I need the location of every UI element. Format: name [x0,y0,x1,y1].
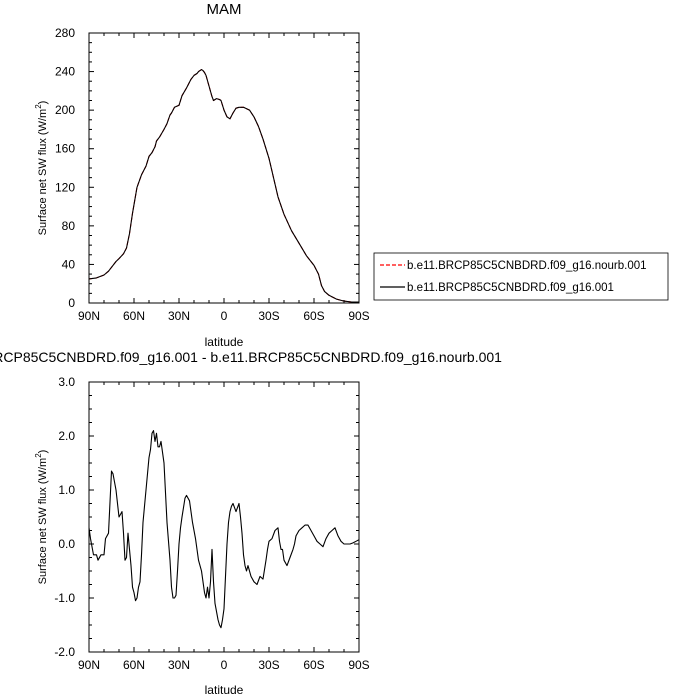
top-chart-y-tick-label: 0 [68,296,75,310]
legend-label-nourb: b.e11.BRCP85C5CNBDRD.f09_g16.nourb.001 [407,260,647,272]
bottom-chart-y-tick-label: 2.0 [58,429,75,443]
top-chart-y-tick-label: 80 [62,219,76,233]
bottom-chart-x-tick-label: 0 [221,658,228,672]
top-chart-x-tick-label: 0 [221,309,228,323]
top-chart-x-tick-label: 30S [258,309,279,323]
top-chart-x-tick-label: 60N [123,309,145,323]
bottom-chart-y-tick-label: 0.0 [58,537,75,551]
bottom-chart-x-tick-label: 60S [303,658,324,672]
bottom-chart-y-label-end: ) [37,450,49,454]
bottom-chart: b.e11.BRCP85C5CNBDRD.f09_g16.001 - b.e11… [0,349,502,697]
top-chart-y-label-sup: 2 [34,104,43,109]
top-chart-y-tick-label: 160 [55,142,75,156]
top-chart-x-tick-label: 60S [303,309,324,323]
top-chart-y-tick-label: 240 [55,65,75,79]
top-chart-x-tick-label: 30N [168,309,190,323]
bottom-chart-y-tick-label: 1.0 [58,483,75,497]
bottom-chart-y-tick-label: -1.0 [54,591,75,605]
bottom-chart-x-tick-label: 60N [123,658,145,672]
bottom-chart-x-tick-label: 30N [168,658,190,672]
bottom-chart-y-label: Surface net SW flux (W/m2) [34,450,49,585]
top-chart-y-label-end: ) [37,101,49,105]
bottom-chart-y-tick-label: -2.0 [54,645,75,659]
top-chart-x-tick-label: 90N [78,309,100,323]
bottom-chart-series-line-0 [88,430,360,629]
legend: b.e11.BRCP85C5CNBDRD.f09_g16.nourb.001 b… [373,252,669,301]
top-chart-x-label: latitude [205,335,244,349]
top-chart-series-line-1 [88,69,359,303]
legend-box [373,252,669,301]
top-chart-y-tick-label: 200 [55,103,75,117]
top-chart-title: MAM [207,1,242,18]
top-chart-x-tick-label: 90S [348,309,369,323]
bottom-chart-x-tick-label: 30S [258,658,279,672]
bottom-chart-x-tick-label: 90N [78,658,100,672]
bottom-chart-y-label-sup: 2 [34,453,43,458]
bottom-chart-title: b.e11.BRCP85C5CNBDRD.f09_g16.001 - b.e11… [0,349,502,365]
top-chart: MAM Surface net SW flux (W/m2) latitude … [34,1,669,349]
top-chart-y-label-main: Surface net SW flux (W/m [37,109,49,236]
top-chart-y-tick-label: 40 [62,257,76,271]
bottom-chart-x-tick-label: 90S [348,658,369,672]
legend-label-control: b.e11.BRCP85C5CNBDRD.f09_g16.001 [407,282,614,294]
top-chart-series-line-0 [88,69,359,303]
bottom-chart-y-tick-label: 3.0 [58,375,75,389]
top-chart-y-label: Surface net SW flux (W/m2) [34,101,49,236]
top-chart-plot-frame [88,32,360,304]
top-chart-y-tick-label: 120 [55,180,75,194]
bottom-chart-y-label-main: Surface net SW flux (W/m [37,458,49,585]
top-chart-y-tick-label: 280 [55,26,75,40]
bottom-chart-x-label: latitude [205,683,244,697]
